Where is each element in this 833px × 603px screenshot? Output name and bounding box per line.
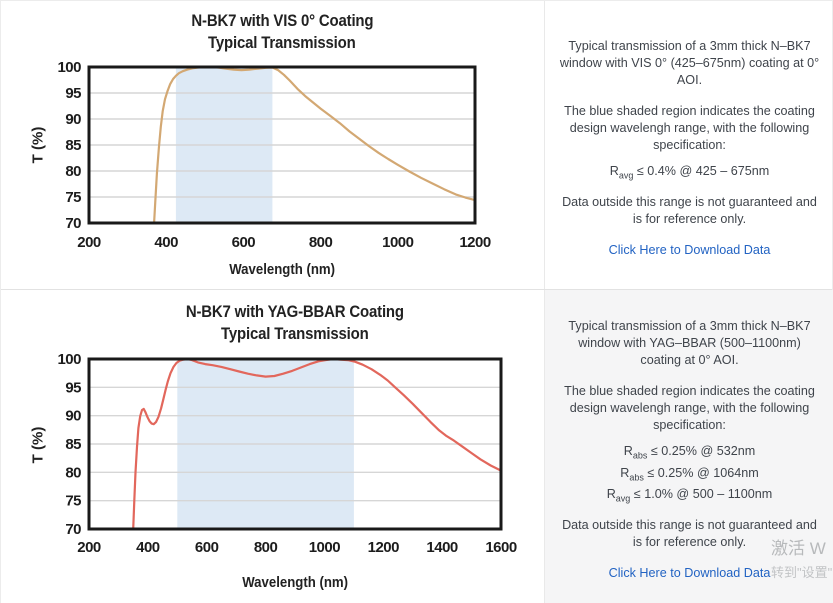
x-tick-label: 1400 — [426, 539, 458, 556]
plot-frame — [87, 65, 477, 225]
row-vis-coating: N-BK7 with VIS 0° Coating Typical Transm… — [1, 1, 832, 290]
panel-paragraph: Data outside this range is not guarantee… — [562, 194, 817, 226]
y-axis-label: T (%) — [29, 126, 47, 164]
panel-paragraph: The blue shaded region indicates the coa… — [564, 104, 815, 153]
x-tick-label: 800 — [309, 234, 333, 251]
y-axis-label: T (%) — [29, 426, 47, 464]
row-yag-coating: N-BK7 with YAG-BBAR Coating Typical Tran… — [1, 290, 833, 603]
chart-title-line2: Typical Transmission — [221, 323, 369, 343]
y-tick-label: 100 — [57, 351, 81, 368]
download-data-link[interactable]: Click Here to Download Data — [608, 242, 771, 257]
y-tick-label: 85 — [65, 436, 81, 453]
spec-line: Rabs ≤ 0.25% @ 1064nm — [620, 465, 759, 483]
transmission-plot-yag: 200 400 600 800 1000 1200 1400 1600 70 75 80 85 90 95… — [57, 351, 517, 556]
panel-yag-description: Typical transmission of a 3mm thick N–BK… — [544, 290, 833, 603]
spec-line: Ravg ≤ 0.4% @ 425 – 675nm — [609, 164, 770, 181]
spec-list: Ravg ≤ 0.4% @ 425 – 675nm — [610, 163, 770, 185]
x-axis-label: Wavelength (nm) — [242, 574, 348, 591]
y-tick-label: 80 — [65, 163, 81, 180]
x-axis-label: Wavelength (nm) — [229, 261, 335, 278]
y-tick-label: 95 — [65, 379, 81, 396]
panel-paragraph: Data outside this range is not guarantee… — [562, 517, 817, 549]
y-tick-label: 75 — [65, 493, 81, 510]
plot-frame — [87, 357, 503, 531]
chart-title-yag: N-BK7 with YAG-BBAR Coating Typical Tran… — [89, 301, 501, 344]
spec-line: Rabs ≤ 0.25% @ 532nm — [623, 444, 756, 461]
y-tick-label: 80 — [65, 464, 81, 481]
chart-vis-coating: N-BK7 with VIS 0° Coating Typical Transm… — [1, 1, 544, 289]
y-tick-label: 70 — [65, 215, 81, 232]
chart-yag-coating: N-BK7 with YAG-BBAR Coating Typical Tran… — [1, 290, 544, 603]
x-tick-label: 1200 — [368, 539, 400, 556]
y-tick-label: 90 — [65, 111, 81, 128]
x-tick-label: 600 — [232, 234, 256, 251]
download-data-link[interactable]: Click Here to Download Data — [608, 565, 771, 580]
x-tick-label: 1000 — [382, 234, 414, 251]
y-tick-label: 90 — [65, 408, 81, 425]
x-tick-label: 1000 — [309, 539, 341, 556]
chart-title-line2: Typical Transmission — [208, 32, 356, 52]
x-tick-label: 200 — [77, 539, 101, 556]
x-tick-label: 800 — [254, 539, 278, 556]
y-tick-label: 85 — [65, 137, 81, 154]
transmission-curve — [132, 359, 501, 529]
panel-vis-description: Typical transmission of a 3mm thick N–BK… — [544, 1, 833, 289]
chart-title-line1: N-BK7 with VIS 0° Coating — [191, 11, 373, 30]
x-tick-label: 200 — [77, 234, 101, 251]
chart-title-vis: N-BK7 with VIS 0° Coating Typical Transm… — [89, 10, 475, 53]
panel-paragraph: The blue shaded region indicates the coa… — [564, 384, 815, 433]
transmission-plot-vis: 200 400 600 800 1000 1200 70 75 80 85 90 95 100 — [57, 59, 491, 251]
panel-paragraph: Typical transmission of a 3mm thick N–BK… — [559, 39, 820, 88]
y-tick-label: 95 — [65, 85, 81, 102]
x-tick-label: 1600 — [485, 539, 517, 556]
spec-line: Ravg ≤ 1.0% @ 500 – 1100nm — [606, 487, 773, 504]
x-tick-label: 600 — [195, 539, 219, 556]
spec-list: Rabs ≤ 0.25% @ 532nm Rabs ≤ 0.25% @ 1064n… — [607, 443, 773, 508]
y-tick-label: 70 — [65, 521, 81, 538]
chart-title-line1: N-BK7 with YAG-BBAR Coating — [186, 302, 404, 321]
y-tick-label: 100 — [57, 59, 81, 76]
x-tick-label: 1200 — [459, 234, 491, 251]
x-tick-label: 400 — [154, 234, 178, 251]
y-tick-label: 75 — [65, 189, 81, 206]
panel-paragraph: Typical transmission of a 3mm thick N–BK… — [568, 319, 811, 368]
x-tick-label: 400 — [136, 539, 160, 556]
